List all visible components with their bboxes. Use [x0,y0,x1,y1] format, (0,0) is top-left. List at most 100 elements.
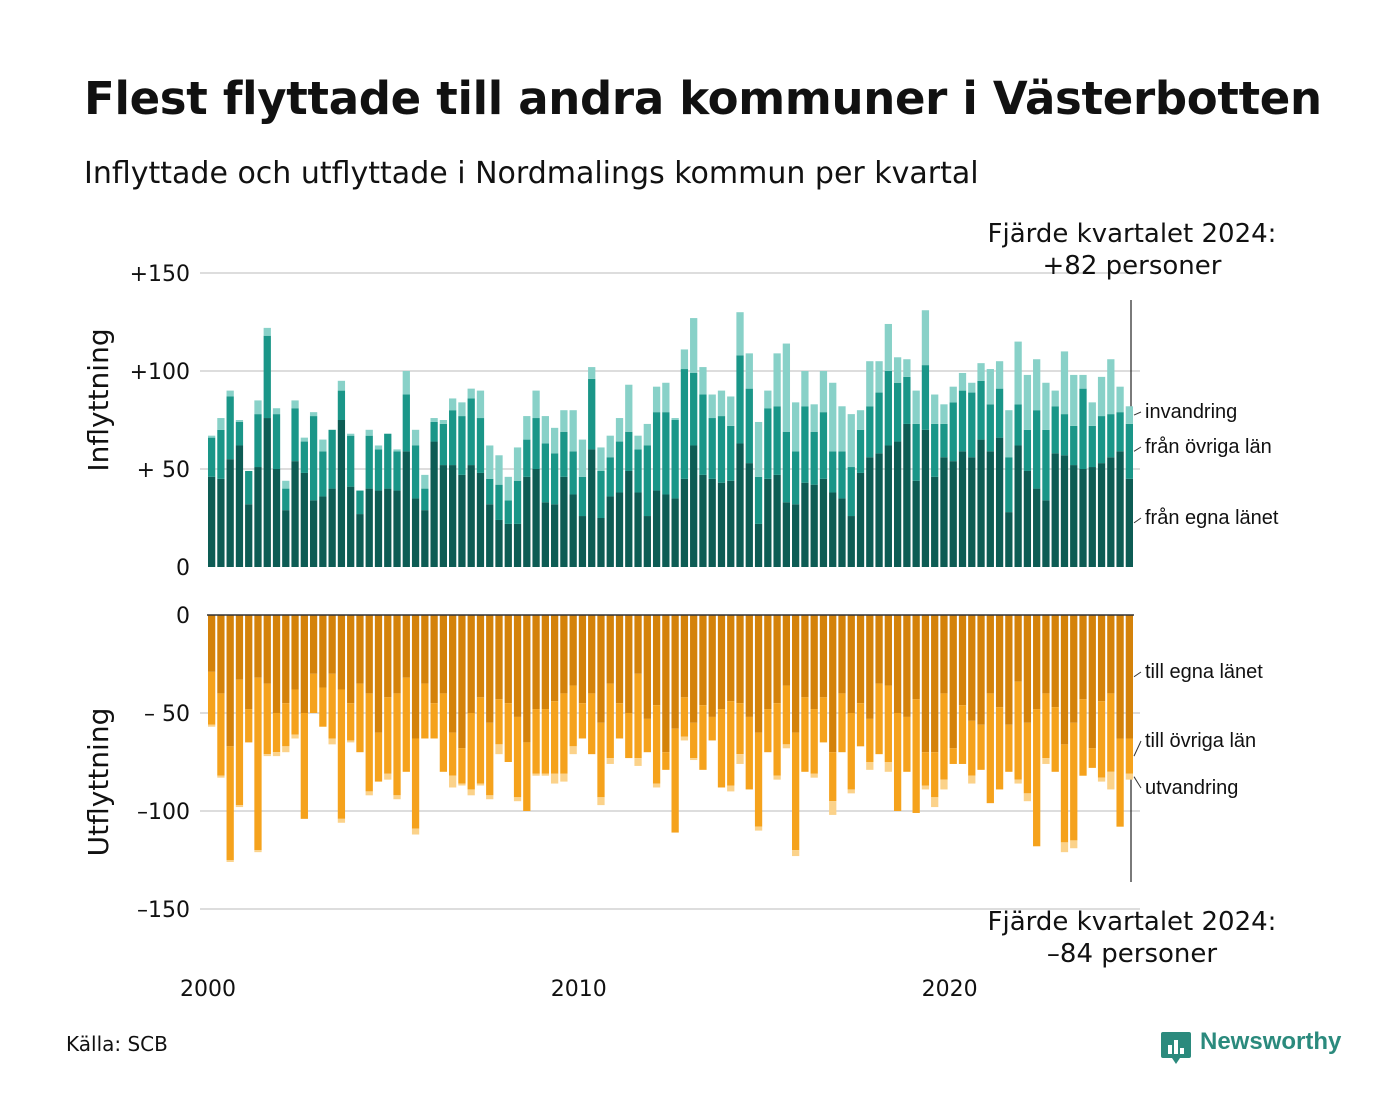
out-bar-till-egna-länet [356,615,364,684]
out-bar-utvandring [495,744,503,755]
in-bar-från-egna-länet [300,472,308,567]
in-bar-från-övriga-län [272,414,281,469]
out-bar-utvandring [847,789,855,794]
in-bar-från-egna-länet [810,484,818,567]
in-bar-invandring [1070,374,1078,426]
out-bar-till-egna-länet [1051,615,1059,708]
out-bar-till-övriga-län [986,693,994,804]
out-bar-till-övriga-län [254,677,262,851]
in-bar-från-egna-länet [671,498,679,567]
out-bar-utvandring [569,746,577,755]
in-bar-från-övriga-län [513,480,522,524]
out-bar-utvandring [652,783,661,788]
out-bar-till-egna-länet [1005,615,1013,725]
out-bar-till-övriga-län [1051,707,1059,772]
in-bar-från-egna-länet [578,516,587,567]
in-bar-invandring [699,367,707,395]
in-bar-från-egna-länet [745,463,753,567]
in-bar-från-övriga-län [875,392,883,454]
in-bar-invandring [550,427,559,454]
in-bar-från-övriga-län [792,451,800,505]
in-bar-invandring [884,323,892,371]
in-bar-från-övriga-län [958,390,967,452]
out-bar-utvandring [337,818,346,823]
out-bar-till-egna-länet [411,615,420,739]
out-bar-till-egna-länet [291,615,299,690]
in-bar-från-övriga-län [829,451,837,493]
y-tick-label: + 50 [137,458,190,483]
in-bar-från-övriga-län [727,425,735,481]
in-bar-från-övriga-län [208,437,216,477]
in-bar-från-egna-länet [1116,451,1124,567]
in-bar-från-övriga-län [1088,425,1096,468]
in-bar-från-egna-länet [235,445,244,567]
in-bar-invandring [754,421,763,477]
in-bar-från-övriga-län [968,392,976,458]
in-bar-från-egna-länet [513,523,522,567]
out-bar-utvandring [550,773,559,784]
out-bar-till-övriga-län [541,709,549,774]
y-tick-label: –100 [137,800,190,825]
out-bar-till-egna-länet [245,615,253,710]
in-bar-från-övriga-län [411,445,420,499]
out-bar-till-övriga-län [801,697,809,772]
in-bar-från-övriga-län [912,423,920,481]
out-bar-utvandring [884,762,892,772]
out-bar-utvandring [736,754,744,764]
out-bar-utvandring [727,785,735,792]
in-bar-från-övriga-län [866,406,874,458]
out-bar-till-egna-länet [986,615,994,694]
out-bar-till-övriga-län [513,716,522,798]
in-bar-från-övriga-län [254,414,262,468]
in-bar-från-övriga-län [801,406,809,483]
out-bar-till-egna-länet [208,615,216,672]
out-bar-till-övriga-län [319,687,327,727]
in-bar-från-egna-länet [430,441,438,567]
in-bar-från-egna-länet [773,474,781,567]
in-bar-invandring [819,371,828,413]
in-bar-från-övriga-län [606,457,614,497]
out-bar-till-egna-länet [977,615,985,725]
in-bar-från-egna-länet [384,488,392,567]
x-tick-label: 2020 [922,977,978,1002]
in-bar-från-egna-länet [829,492,837,567]
out-bar-till-övriga-län [708,716,716,741]
in-bar-invandring [235,420,244,422]
in-bar-från-egna-länet [847,516,855,567]
out-bar-utvandring [226,860,234,862]
in-bar-från-egna-länet [272,469,281,567]
in-bar-från-övriga-län [328,429,336,489]
out-bar-till-övriga-län [476,697,485,784]
in-bar-från-övriga-län [1079,388,1087,469]
out-bar-utvandring [347,740,355,743]
out-bar-till-egna-länet [541,615,549,710]
in-bar-invandring [449,398,457,411]
in-bar-från-övriga-län [449,410,457,466]
out-bar-till-egna-länet [421,615,429,684]
in-bar-från-egna-länet [764,478,772,567]
in-bar-från-egna-länet [1042,500,1050,567]
in-bar-invandring [319,439,327,452]
out-bar-till-egna-länet [495,615,503,700]
in-bar-från-övriga-län [458,416,466,475]
in-bar-invandring [532,390,540,419]
out-bar-till-övriga-län [430,703,438,739]
out-bar-till-övriga-län [235,679,244,806]
out-bar-till-egna-länet [699,615,707,706]
out-bar-utvandring [680,736,689,741]
in-bar-invandring [625,384,633,432]
out-bar-utvandring [754,826,763,831]
out-bar-till-egna-länet [300,615,308,713]
in-bar-från-övriga-län [282,488,290,511]
in-bar-från-egna-länet [245,504,253,567]
out-bar-utvandring [866,762,874,770]
out-bar-utvandring [449,775,457,788]
out-bar-utvandring [476,783,485,786]
out-bar-utvandring [541,773,549,776]
out-bar-till-egna-länet [272,615,281,713]
out-bar-till-egna-länet [893,615,902,713]
out-bar-utvandring [597,797,605,806]
out-bar-till-övriga-län [1042,693,1050,759]
out-bar-till-övriga-län [282,703,290,747]
out-bar-till-egna-länet [912,615,920,700]
